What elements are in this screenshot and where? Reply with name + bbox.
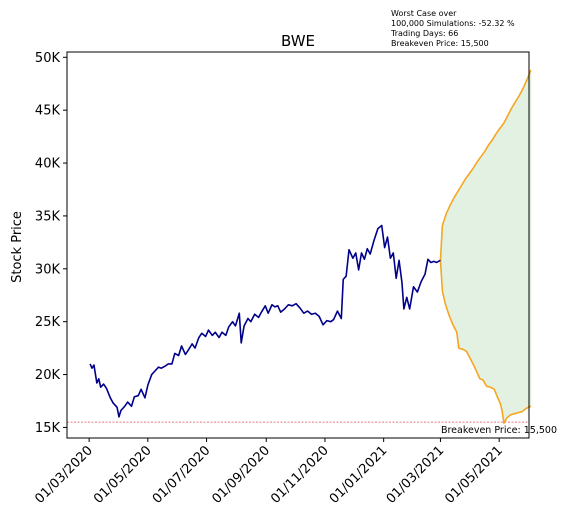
x-tick-label: 01/09/2020 xyxy=(209,443,273,507)
breakeven-label: Breakeven Price: 15,500 xyxy=(441,425,557,436)
info-line-3: Trading Days: 66 xyxy=(390,29,458,38)
x-tick-label: 01/11/2020 xyxy=(268,443,332,507)
y-tick-label: 45K xyxy=(35,104,61,119)
plot-frame xyxy=(66,51,530,439)
info-line-2: 100,000 Simulations: -52.32 % xyxy=(391,19,515,28)
y-tick-label: 20K xyxy=(35,368,61,383)
x-tick-label: 01/05/2020 xyxy=(91,443,155,507)
x-tick-label: 01/01/2021 xyxy=(327,443,391,507)
y-tick-label: 25K xyxy=(35,315,61,330)
y-axis-label: Stock Price xyxy=(10,211,25,283)
forecast-lower-line xyxy=(439,260,532,424)
y-axis: 15K 20K 25K 30K 35K 40K 45K 50K xyxy=(35,51,67,436)
history-price-line xyxy=(89,224,441,418)
forecast-upper-line xyxy=(439,69,532,261)
x-tick-label: 01/07/2020 xyxy=(150,443,214,507)
y-tick-label: 40K xyxy=(35,157,61,172)
simulation-info: Worst Case over 100,000 Simulations: -52… xyxy=(390,9,515,48)
y-tick-label: 35K xyxy=(35,209,61,224)
x-tick-label: 01/03/2021 xyxy=(384,443,448,507)
y-tick-label: 50K xyxy=(35,51,61,66)
x-tick-label: 01/05/2021 xyxy=(442,443,506,507)
y-tick-label: 15K xyxy=(35,421,61,436)
x-tick-label: 01/03/2020 xyxy=(32,443,96,507)
y-tick-label: 30K xyxy=(35,262,61,277)
plot-area xyxy=(66,51,532,439)
info-line-1: Worst Case over xyxy=(391,9,457,18)
x-axis: 01/03/202001/05/202001/07/202001/09/2020… xyxy=(32,438,506,507)
info-line-4: Breakeven Price: 15,500 xyxy=(391,39,489,48)
series-layer xyxy=(89,69,532,424)
chart-title: BWE xyxy=(281,32,315,50)
